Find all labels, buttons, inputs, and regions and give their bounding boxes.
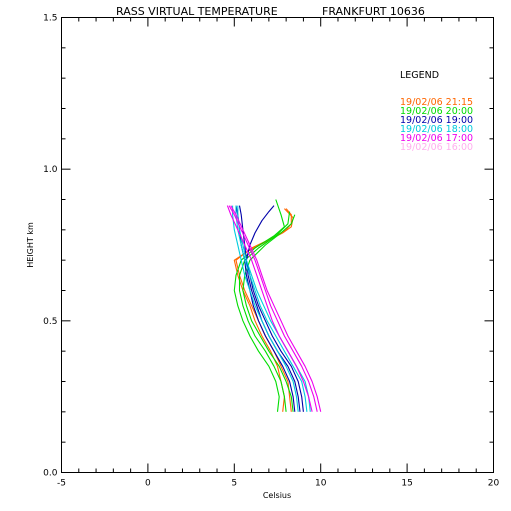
x-tick-label: -5 xyxy=(57,479,66,489)
y-tick-label: 0.5 xyxy=(43,317,57,327)
x-tick-label: 10 xyxy=(315,479,327,489)
x-axis-label: Celsius xyxy=(263,491,291,500)
series-line xyxy=(235,205,308,412)
x-tick-label: 15 xyxy=(401,479,412,489)
series-line xyxy=(228,205,318,412)
legend-entry: 19/02/06 17:00 xyxy=(400,133,473,144)
series-line xyxy=(233,199,285,412)
y-tick-label: 0.0 xyxy=(43,469,58,479)
series-line xyxy=(232,205,299,412)
y-tick-label: 1.5 xyxy=(43,14,57,24)
series-line xyxy=(245,205,301,412)
chart-title: RASS VIRTUAL TEMPERATURE xyxy=(116,5,278,18)
x-tick-label: 5 xyxy=(231,479,237,489)
legend-entry: 19/02/06 19:00 xyxy=(400,115,473,126)
legend-entry: 19/02/06 16:00 xyxy=(400,142,473,153)
x-tick-label: 0 xyxy=(145,479,151,489)
legend-title: LEGEND xyxy=(400,70,439,81)
series-line xyxy=(235,208,292,412)
y-axis-label: HEIGHT km xyxy=(26,222,35,268)
series-lines xyxy=(226,199,322,412)
legend-entry: 19/02/06 18:00 xyxy=(400,124,473,135)
tick-labels: -5 0 5 10 15 20 0.0 0.5 1.0 1.5 xyxy=(43,14,499,489)
series-line xyxy=(242,214,296,412)
plot-frame xyxy=(61,17,494,473)
series-line xyxy=(226,205,313,412)
legend-entry: 19/02/06 20:00 xyxy=(400,106,473,117)
axis-ticks xyxy=(61,17,494,473)
y-tick-label: 1.0 xyxy=(43,165,58,175)
series-line xyxy=(230,205,322,412)
station-label: FRANKFURT 10636 xyxy=(322,5,425,18)
x-tick-label: 20 xyxy=(488,479,500,489)
series-line xyxy=(238,211,291,412)
legend-entry: 19/02/06 21:15 xyxy=(400,97,473,108)
